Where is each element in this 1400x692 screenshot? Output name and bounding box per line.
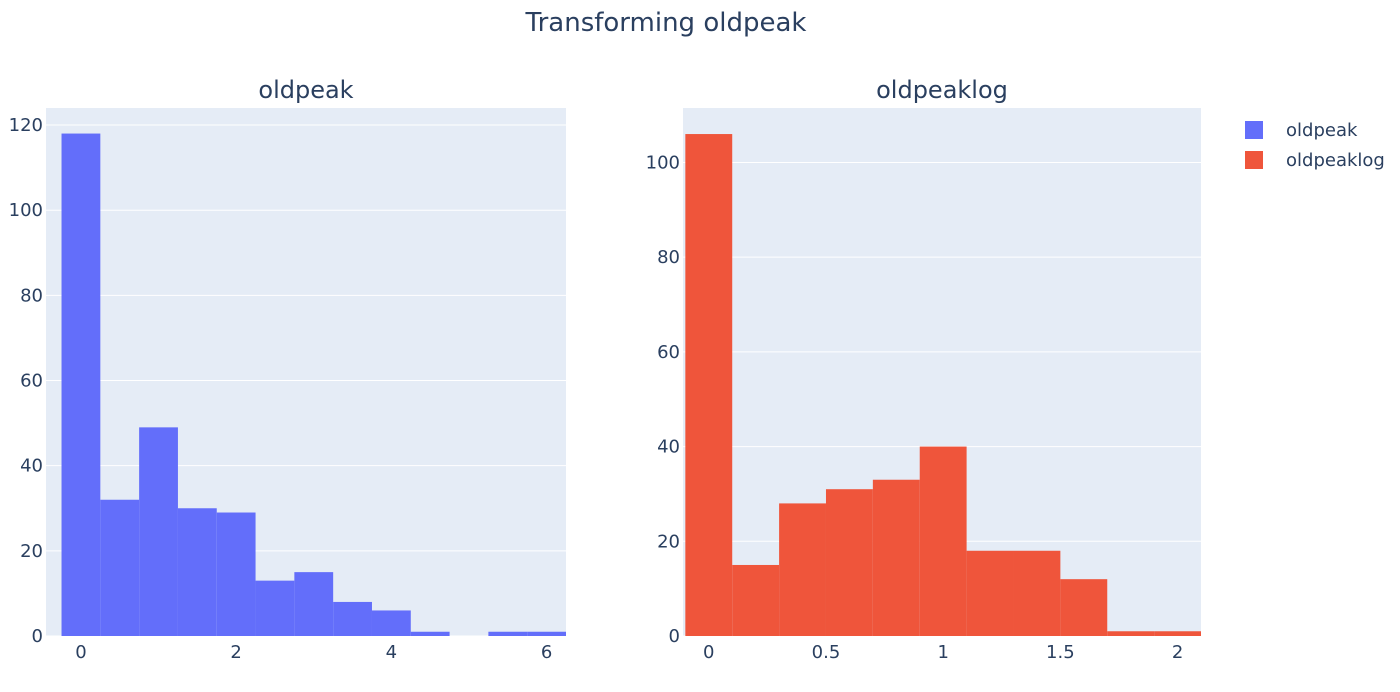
histogram-bar[interactable] — [294, 572, 334, 636]
histogram-bar[interactable] — [872, 479, 920, 636]
figure-title: Transforming oldpeak — [525, 8, 807, 38]
x-tick-label: 0 — [703, 642, 714, 663]
y-tick-label: 100 — [646, 152, 680, 173]
histogram-bar[interactable] — [61, 133, 101, 636]
histogram-bar[interactable] — [1154, 631, 1201, 636]
y-tick-label: 40 — [657, 437, 680, 458]
y-tick-label: 60 — [657, 342, 680, 363]
subplot-title: oldpeak — [258, 76, 353, 104]
histogram-bar[interactable] — [732, 564, 780, 636]
y-tick-label: 20 — [20, 541, 43, 562]
y-tick-label: 0 — [32, 626, 43, 647]
histogram-bar[interactable] — [410, 631, 450, 636]
y-tick-label: 80 — [20, 285, 43, 306]
x-tick-label: 0.5 — [812, 642, 841, 663]
legend-item-oldpeak[interactable]: oldpeak — [1245, 120, 1358, 141]
histogram-bar[interactable] — [333, 601, 372, 636]
subplot-oldpeak: 0 20 40 60 80 100 120 0 2 4 6 oldpeak — [9, 76, 566, 663]
y-tick-label: 40 — [20, 456, 43, 477]
subplot-title: oldpeaklog — [876, 76, 1008, 104]
x-tick-label: 0 — [75, 642, 86, 663]
histogram-bar[interactable] — [966, 550, 1014, 636]
y-tick-label: 60 — [20, 371, 43, 392]
histogram-bar[interactable] — [1107, 631, 1155, 636]
histogram-bar[interactable] — [139, 427, 178, 636]
legend-swatch — [1245, 121, 1263, 139]
histogram-bar[interactable] — [371, 610, 411, 636]
x-tick-label: 6 — [541, 642, 552, 663]
histogram-bar[interactable] — [216, 512, 256, 636]
histogram-bar[interactable] — [685, 134, 733, 636]
histogram-bar[interactable] — [100, 499, 140, 636]
histogram-bar[interactable] — [527, 631, 566, 636]
legend-label: oldpeak — [1286, 120, 1358, 141]
y-tick-label: 100 — [9, 200, 43, 221]
histogram-bar[interactable] — [1060, 579, 1108, 636]
histogram-bar[interactable] — [825, 489, 873, 636]
histogram-bar[interactable] — [177, 508, 217, 636]
legend-item-oldpeaklog[interactable]: oldpeaklog — [1245, 150, 1385, 171]
y-tick-label: 80 — [657, 247, 680, 268]
x-tick-label: 4 — [386, 642, 397, 663]
y-tick-label: 0 — [669, 626, 680, 647]
y-tick-label: 20 — [657, 531, 680, 552]
x-tick-label: 2 — [230, 642, 241, 663]
histogram-bar[interactable] — [919, 446, 967, 636]
legend-swatch — [1245, 151, 1263, 169]
x-tick-label: 1.5 — [1046, 642, 1075, 663]
histogram-bar[interactable] — [1013, 550, 1061, 636]
histogram-bar[interactable] — [255, 580, 295, 636]
x-tick-label: 2 — [1172, 642, 1183, 663]
subplot-oldpeaklog: 0 20 40 60 80 100 0 0.5 1 1.5 2 oldpeaklog — [646, 76, 1201, 663]
legend: oldpeak oldpeaklog — [1245, 120, 1385, 171]
x-tick-label: 1 — [937, 642, 948, 663]
y-tick-label: 120 — [9, 115, 43, 136]
histogram-bar[interactable] — [488, 631, 528, 636]
legend-label: oldpeaklog — [1286, 150, 1385, 171]
histogram-bar[interactable] — [779, 503, 826, 636]
